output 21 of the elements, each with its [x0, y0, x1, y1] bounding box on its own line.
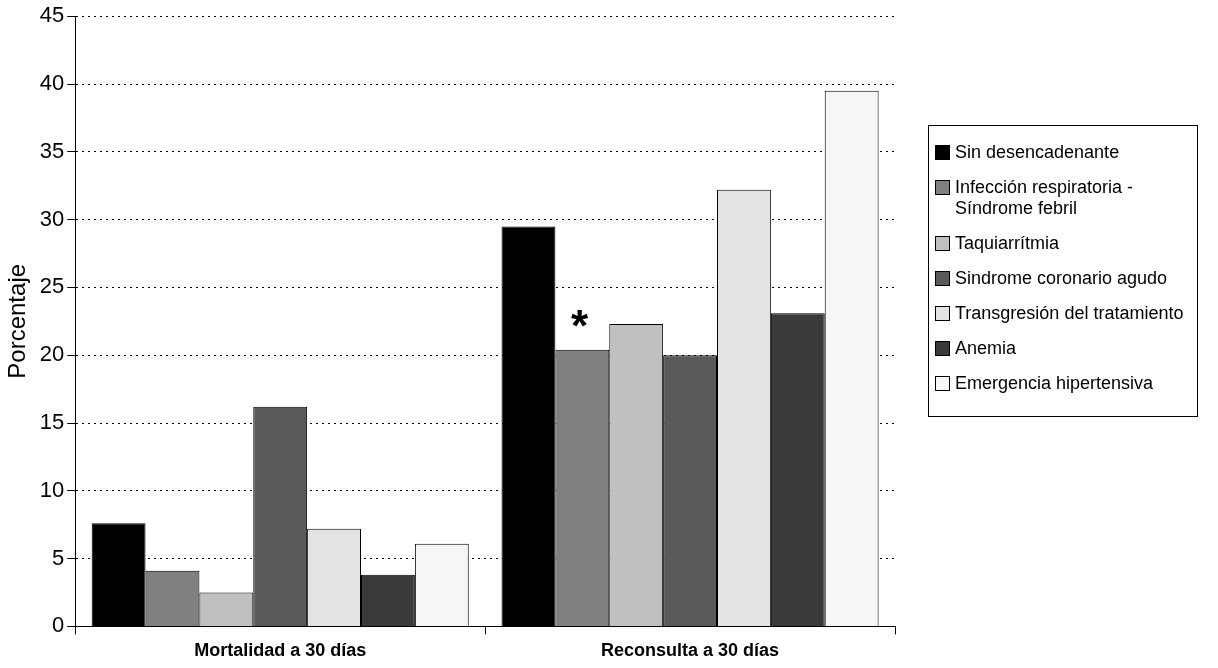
y-tick-label: 10 [39, 476, 65, 502]
legend-label: Anemia [955, 338, 1017, 359]
y-tick-label: 5 [52, 544, 65, 570]
legend-label: Sindrome coronario agudo [955, 268, 1168, 289]
y-tick-label: 0 [52, 612, 65, 638]
x-tick-label: Mortalidad a 30 días [194, 640, 367, 661]
y-tick-label: 15 [39, 409, 65, 435]
legend-label: Emergencia hipertensiva [955, 373, 1154, 394]
legend-label: Sin desencadenante [955, 142, 1120, 163]
legend-label: Infección respiratoria - Síndrome febril [955, 177, 1135, 219]
y-tick-label: 25 [39, 273, 65, 299]
legend-label: Taquiarrítmia [955, 233, 1060, 254]
legend-label: Transgresión del tratamiento [955, 303, 1184, 324]
y-tick-label: 35 [39, 137, 65, 163]
annotation: * [571, 301, 589, 350]
y-tick-label: 30 [39, 205, 65, 231]
y-axis-title: Porcentaje [3, 263, 31, 379]
x-tick-label: Reconsulta a 30 días [601, 640, 780, 661]
y-tick-label: 20 [39, 341, 65, 367]
y-tick-label: 40 [39, 70, 65, 96]
y-tick-label: 45 [39, 2, 65, 28]
